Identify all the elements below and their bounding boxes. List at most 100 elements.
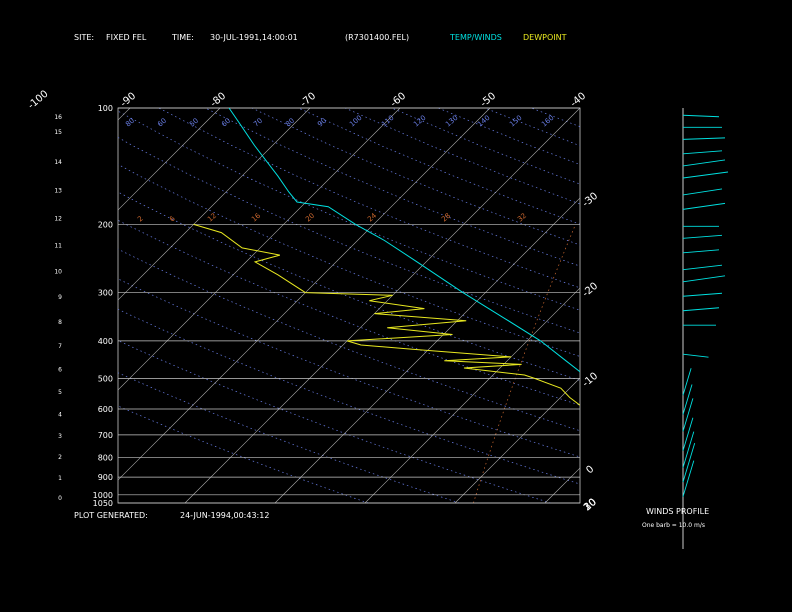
dry-adiabat-line xyxy=(391,108,580,185)
isotherm-line xyxy=(725,108,792,503)
isotherm-line xyxy=(118,108,401,391)
legend-temp: TEMP/WINDS xyxy=(450,33,502,42)
height-tick-label: 8 xyxy=(58,319,62,326)
dry-adiabat-line xyxy=(718,108,792,503)
wind-barb xyxy=(682,137,726,140)
wind-barb xyxy=(682,150,723,155)
dry-adiabat-label: 130 xyxy=(444,114,459,129)
wind-barb xyxy=(682,442,696,483)
height-tick-label: 10 xyxy=(54,269,62,276)
dry-adiabat-line xyxy=(625,108,792,503)
file-name: (R7301400.FEL) xyxy=(345,33,410,42)
wind-barb xyxy=(682,353,709,358)
mixing-ratio-label: 28 xyxy=(440,212,452,224)
wind-barb xyxy=(682,171,729,179)
isotherms xyxy=(0,108,792,503)
winds-profile-title: WINDS PROFILE xyxy=(646,507,710,516)
height-tick-label: 9 xyxy=(58,294,62,301)
wind-barb xyxy=(682,384,693,415)
isotherm-right-label: -20 xyxy=(581,281,601,300)
wind-barb xyxy=(682,368,692,396)
dry-adiabat-label: 80 xyxy=(124,117,136,129)
height-tick-label: 3 xyxy=(58,433,62,440)
mixing-ratio-label: 2 xyxy=(136,215,145,224)
dry-adiabat-label: 50 xyxy=(188,117,200,129)
mixing-ratio-line xyxy=(473,224,576,503)
sounding-series xyxy=(193,108,580,406)
wind-barb xyxy=(682,417,694,451)
isotherm-line xyxy=(635,108,792,503)
generated-label: PLOT GENERATED: xyxy=(74,511,148,520)
dry-adiabat-label: 100 xyxy=(348,114,363,129)
pressure-tick-label: 900 xyxy=(98,473,113,482)
dry-adiabat-line xyxy=(118,340,551,503)
plot-frame xyxy=(117,107,581,504)
dry-adiabat-line xyxy=(251,108,580,246)
isotherm-right-label: -30 xyxy=(581,191,601,210)
wind-barb xyxy=(682,292,723,297)
dry-adiabat-line xyxy=(118,278,580,458)
generated-value: 24-JUN-1994,00:43:12 xyxy=(180,511,270,520)
height-tick-label: 0 xyxy=(58,495,62,502)
pressure-tick-label: 600 xyxy=(98,405,113,414)
temperature-line xyxy=(228,108,580,373)
pressure-tick-label: 1000 xyxy=(93,491,113,500)
isotherm-top-label: -80 xyxy=(209,91,229,110)
isotherm-line xyxy=(184,108,580,503)
wind-barb xyxy=(682,431,695,468)
pressure-tick-label: 800 xyxy=(98,453,113,462)
dry-adiabat-line xyxy=(344,108,580,205)
dry-adiabat-label: 140 xyxy=(476,114,491,129)
dry-adiabat-label: 160 xyxy=(540,114,555,129)
isotherm-line xyxy=(118,108,221,211)
wind-barb xyxy=(682,307,720,312)
isotherm-line xyxy=(0,108,40,503)
pressure-tick-label: 100 xyxy=(98,104,113,113)
isotherm-top-label: -60 xyxy=(389,91,409,110)
isotherm-line xyxy=(118,108,131,121)
mixing-ratio-lines xyxy=(473,224,792,503)
wind-barb xyxy=(682,275,726,283)
wind-barb xyxy=(682,460,695,497)
dry-adiabat-label: 110 xyxy=(380,114,395,129)
winds-profile xyxy=(682,108,729,549)
height-tick-label: 5 xyxy=(58,389,62,396)
mixing-ratio-label: 20 xyxy=(304,212,316,224)
height-tick-label: 7 xyxy=(58,343,62,350)
mixing-ratio-line xyxy=(608,224,688,503)
height-tick-label: 13 xyxy=(54,188,62,195)
dry-adiabat-line xyxy=(118,405,369,503)
time-label: TIME: xyxy=(172,33,194,42)
dry-adiabat-line xyxy=(764,108,792,503)
height-tick-label: 2 xyxy=(58,454,62,461)
height-tick-label: 4 xyxy=(58,411,62,418)
isobars xyxy=(118,107,580,504)
dry-adiabat-line xyxy=(118,248,580,432)
pressure-tick-label: 1050 xyxy=(93,499,113,508)
dry-adiabat-line xyxy=(118,308,580,485)
isotherm-top-label: -50 xyxy=(479,91,499,110)
dry-adiabat-label: 150 xyxy=(508,114,523,129)
dry-adiabat-line xyxy=(438,108,580,165)
dry-adiabat-label: 60 xyxy=(156,117,168,129)
dry-adiabat-label: 70 xyxy=(252,117,264,129)
height-tick-label: 1 xyxy=(58,475,62,482)
mixing-ratio-line xyxy=(743,224,792,503)
dewpoint-line xyxy=(193,223,580,406)
isotherm-line xyxy=(544,467,580,503)
mixing-ratio-label: 6 xyxy=(168,214,177,223)
time-value: 30-JUL-1991,14:00:01 xyxy=(210,33,298,42)
legend-dew: DEWPOINT xyxy=(523,33,567,42)
dry-adiabat-label: 90 xyxy=(316,117,328,129)
isotherm-top-label: -90 xyxy=(119,91,139,110)
isotherm-top-label: -40 xyxy=(569,91,589,110)
isotherm-top-label: -70 xyxy=(299,91,319,110)
isotherm-right-label: 30 xyxy=(582,497,599,514)
pressure-tick-label: 300 xyxy=(98,289,113,298)
isotherm-line xyxy=(118,108,491,481)
grid-layer xyxy=(117,107,581,504)
dry-adiabat-line xyxy=(118,372,460,503)
mixing-ratio-label: 32 xyxy=(516,212,528,224)
